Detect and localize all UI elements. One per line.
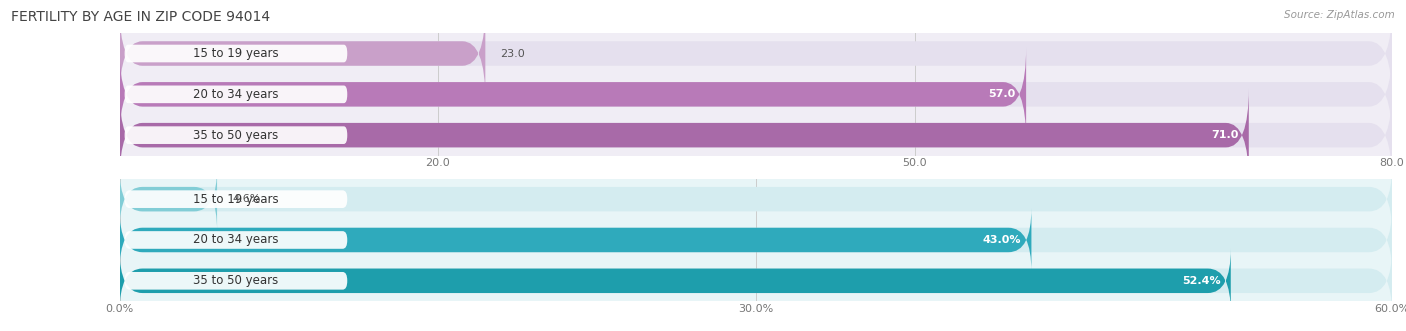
Text: 23.0: 23.0: [501, 49, 526, 59]
FancyBboxPatch shape: [120, 249, 1392, 313]
FancyBboxPatch shape: [120, 167, 217, 231]
Text: 20 to 34 years: 20 to 34 years: [193, 233, 278, 247]
FancyBboxPatch shape: [120, 48, 1026, 141]
FancyBboxPatch shape: [125, 85, 347, 103]
Text: 20 to 34 years: 20 to 34 years: [193, 88, 278, 101]
FancyBboxPatch shape: [120, 89, 1249, 182]
FancyBboxPatch shape: [125, 126, 347, 144]
FancyBboxPatch shape: [125, 45, 347, 62]
Text: FERTILITY BY AGE IN ZIP CODE 94014: FERTILITY BY AGE IN ZIP CODE 94014: [11, 10, 270, 24]
FancyBboxPatch shape: [120, 249, 1230, 313]
FancyBboxPatch shape: [120, 208, 1032, 272]
Text: 71.0: 71.0: [1211, 130, 1239, 140]
Text: 15 to 19 years: 15 to 19 years: [193, 193, 278, 206]
Text: 15 to 19 years: 15 to 19 years: [193, 47, 278, 60]
Text: 57.0: 57.0: [988, 89, 1017, 99]
FancyBboxPatch shape: [120, 208, 1392, 272]
FancyBboxPatch shape: [120, 48, 1392, 141]
FancyBboxPatch shape: [125, 231, 347, 249]
Text: 35 to 50 years: 35 to 50 years: [193, 274, 278, 287]
FancyBboxPatch shape: [120, 7, 485, 100]
FancyBboxPatch shape: [125, 272, 347, 290]
Text: 43.0%: 43.0%: [983, 235, 1021, 245]
FancyBboxPatch shape: [120, 89, 1392, 182]
FancyBboxPatch shape: [120, 167, 1392, 231]
Text: 52.4%: 52.4%: [1182, 276, 1220, 286]
FancyBboxPatch shape: [120, 7, 1392, 100]
Text: Source: ZipAtlas.com: Source: ZipAtlas.com: [1284, 10, 1395, 20]
Text: 35 to 50 years: 35 to 50 years: [193, 129, 278, 142]
Text: 4.6%: 4.6%: [232, 194, 260, 204]
FancyBboxPatch shape: [125, 190, 347, 208]
